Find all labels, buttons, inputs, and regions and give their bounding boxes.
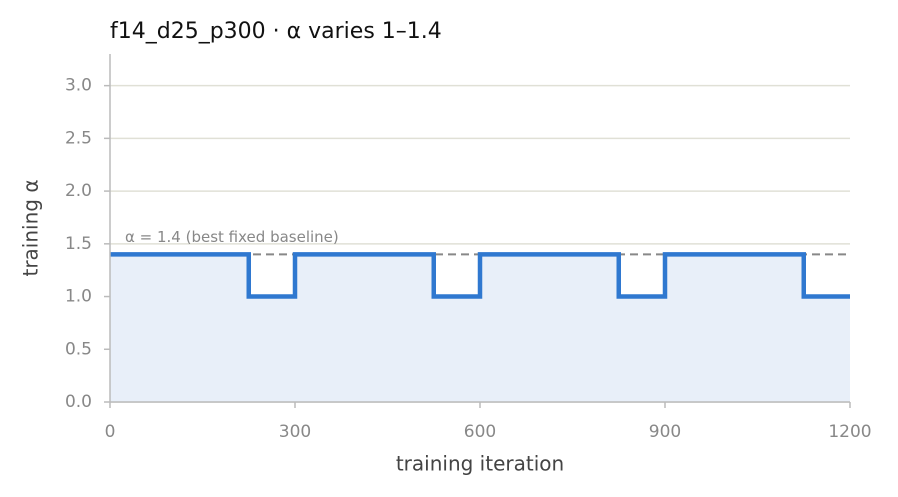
y-axis-label: training α <box>19 179 43 276</box>
x-tick-label: 600 <box>464 422 496 442</box>
y-tick-label: 2.0 <box>65 181 92 201</box>
y-tick-label: 0.0 <box>65 392 92 412</box>
y-tick-label: 0.5 <box>65 339 92 359</box>
x-tick-label: 0 <box>105 422 116 442</box>
step-line <box>110 252 850 299</box>
x-tick-label: 900 <box>649 422 681 442</box>
y-tick-label: 2.5 <box>65 128 92 148</box>
x-tick-label: 1200 <box>828 422 871 442</box>
x-tick-label: 300 <box>279 422 311 442</box>
reference-label: α = 1.4 (best fixed baseline) <box>125 228 339 246</box>
x-axis-label: training iteration <box>396 452 564 476</box>
y-tick-label: 3.0 <box>65 76 92 96</box>
y-tick-label: 1.0 <box>65 287 92 307</box>
chart-title: f14_d25_p300 · α varies 1–1.4 <box>110 19 442 44</box>
y-tick-label: 1.5 <box>65 234 92 254</box>
